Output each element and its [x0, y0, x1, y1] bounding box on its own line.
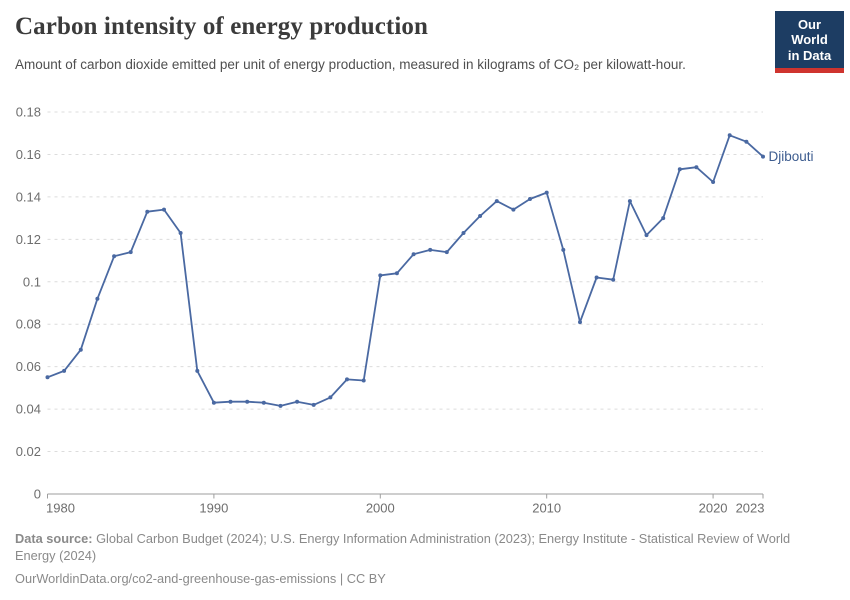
footer: Data source: Global Carbon Budget (2024)… — [15, 531, 815, 588]
data-point[interactable] — [528, 197, 532, 201]
data-point[interactable] — [494, 199, 499, 204]
x-tick-label: 1980 — [46, 501, 75, 516]
data-point[interactable] — [744, 139, 749, 144]
data-point[interactable] — [195, 368, 200, 373]
data-point[interactable] — [661, 216, 666, 221]
x-tick-label: 2000 — [366, 501, 395, 516]
owid-logo[interactable]: Our World in Data — [775, 11, 844, 73]
data-point[interactable] — [45, 375, 50, 380]
data-point[interactable] — [461, 231, 466, 235]
data-point[interactable] — [711, 180, 716, 184]
owid-logo-line1: Our World — [791, 17, 828, 48]
line-chart-canvas[interactable]: 0 0.02 0.04 0.06 0.08 0.1 0.12 0.14 0.16 0.18 1980… — [0, 95, 850, 525]
y-tick-label: 0.16 — [16, 147, 41, 162]
data-point[interactable] — [444, 250, 449, 255]
data-point[interactable] — [594, 275, 599, 280]
data-point[interactable] — [677, 167, 682, 172]
data-point[interactable] — [295, 399, 300, 404]
data-point[interactable] — [627, 199, 632, 204]
y-tick-label: 0.04 — [16, 402, 41, 417]
x-tick-label: 2010 — [532, 501, 561, 516]
y-tick-label: 0.18 — [16, 105, 41, 120]
data-point[interactable] — [511, 207, 516, 212]
data-point[interactable] — [145, 209, 150, 214]
data-point[interactable] — [62, 368, 67, 373]
owid-logo-line2: in Data — [787, 47, 832, 63]
data-point[interactable] — [178, 231, 183, 235]
data-point[interactable] — [95, 296, 100, 301]
data-point[interactable] — [128, 250, 133, 255]
data-point[interactable] — [561, 247, 566, 252]
data-point[interactable] — [727, 133, 732, 138]
data-point[interactable] — [644, 233, 649, 238]
data-source-label: Data source: — [15, 531, 93, 546]
y-tick-label: 0.1 — [23, 274, 41, 289]
y-tick-label: 0.08 — [16, 317, 41, 332]
data-source-text: Global Carbon Budget (2024); U.S. Energy… — [15, 531, 791, 563]
data-point[interactable] — [211, 400, 216, 405]
data-point[interactable] — [478, 214, 483, 218]
data-point[interactable] — [345, 377, 349, 382]
data-point[interactable] — [411, 252, 416, 257]
data-point[interactable] — [328, 395, 333, 400]
data-point[interactable] — [112, 254, 117, 259]
data-point[interactable] — [78, 347, 83, 352]
x-tick-label: 2023 — [736, 501, 765, 516]
data-point[interactable] — [428, 247, 433, 252]
data-point[interactable] — [245, 399, 250, 404]
y-tick-label: 0.02 — [16, 444, 41, 459]
series-line-djibouti[interactable] — [46, 134, 764, 407]
y-tick-label: 0.06 — [16, 359, 41, 374]
data-point[interactable] — [162, 207, 166, 212]
data-point[interactable] — [261, 400, 266, 405]
data-point[interactable] — [761, 154, 765, 159]
y-tick-label: 0.12 — [16, 232, 41, 247]
chart-subtitle: Amount of carbon dioxide emitted per uni… — [15, 57, 686, 72]
data-source-line: Data source: Global Carbon Budget (2024)… — [15, 531, 815, 565]
data-point[interactable] — [544, 190, 549, 195]
data-point[interactable] — [361, 378, 366, 383]
data-point[interactable] — [278, 403, 283, 408]
y-tick-label: 0.14 — [16, 189, 41, 204]
page-title: Carbon intensity of energy production — [15, 13, 428, 40]
footer-link[interactable]: OurWorldinData.org/co2-and-greenhouse-ga… — [15, 570, 386, 586]
y-tick-label: 0 — [34, 487, 41, 502]
data-point[interactable] — [394, 271, 399, 276]
data-point[interactable] — [378, 273, 383, 278]
data-point[interactable] — [694, 165, 699, 170]
data-point[interactable] — [228, 399, 233, 404]
series-end-label: Djibouti — [769, 149, 814, 164]
x-tick-label: 2020 — [699, 501, 728, 516]
x-tick-label: 1990 — [199, 501, 228, 516]
data-point[interactable] — [578, 320, 582, 325]
data-point[interactable] — [611, 277, 616, 282]
data-point[interactable] — [311, 402, 316, 407]
